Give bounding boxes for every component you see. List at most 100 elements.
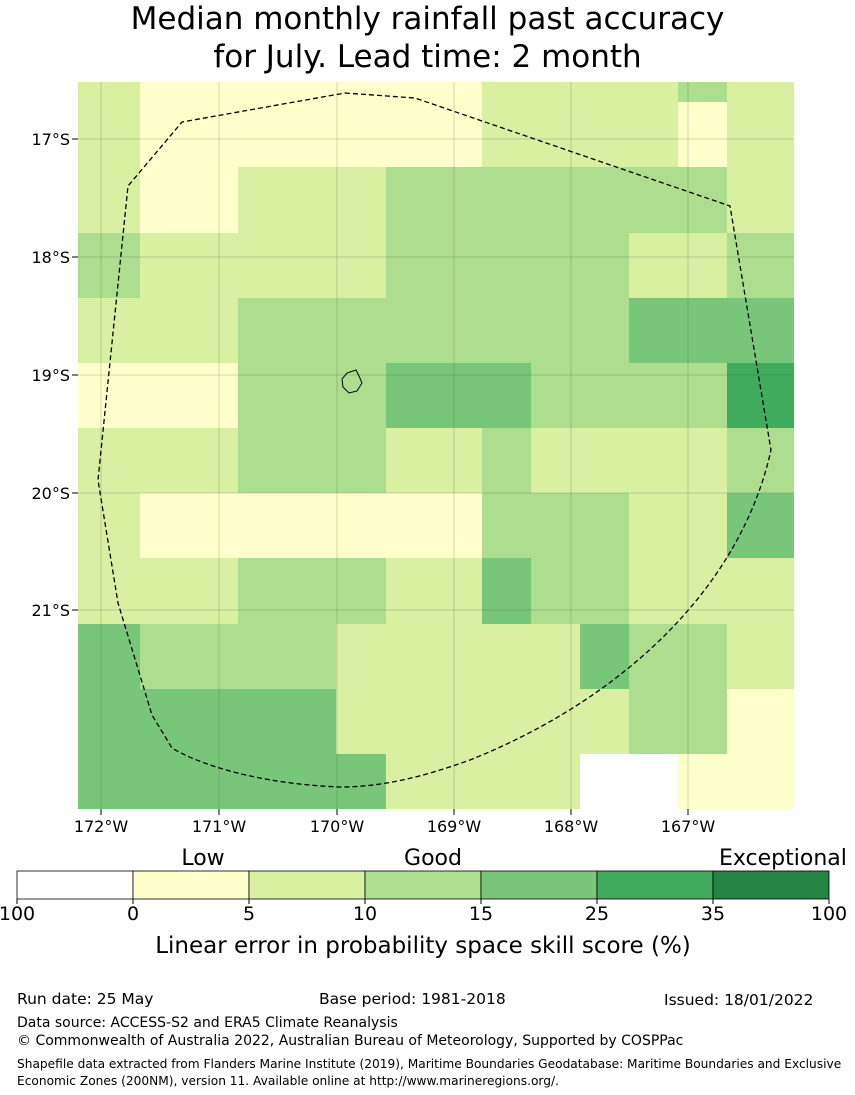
lat-tick-label: 19°S [31,366,70,385]
grid-cell [386,82,434,102]
grid-cell [78,233,140,298]
colorbar-segment [132,870,250,900]
grid-cell [580,82,629,102]
grid-cell [482,102,531,167]
eez-boundary [97,92,772,788]
grid-cell [531,298,580,363]
grid-cell [531,82,580,102]
legend-category: Good [404,846,462,871]
colorbar-segment [364,870,482,900]
grid-cell [140,298,238,363]
grid-cell [386,558,434,624]
grid-cell [140,754,238,809]
colorbar-ticks: 100 0 5 10 15 25 35 100 [0,899,847,925]
grid-cell [727,298,794,363]
grid-cell [140,233,238,298]
grid-cell [78,298,140,363]
grid-cell [482,167,531,233]
grid-cell [482,624,531,689]
grid-cell [434,493,482,558]
grid-cell [140,689,238,754]
grid-cell [482,754,531,809]
map-title: Median monthly rainfall past accuracy fo… [0,0,855,76]
grid-cell [386,298,434,363]
grid-cell [580,363,629,428]
grid-cell [629,298,678,363]
grid-cell [678,689,727,754]
grid-cell [238,298,336,363]
grid-cell [78,689,140,754]
grid-cell [629,493,678,558]
grid-cell [580,624,629,689]
lon-tick-label: 169°W [427,817,482,836]
grid-cell [531,493,580,558]
data-source: Data source: ACCESS-S2 and ERA5 Climate … [17,1015,398,1031]
grid-cell [434,102,482,167]
grid-cell [238,754,336,809]
grid-cell [336,298,386,363]
grid-cell [336,754,386,809]
grid-cell [727,167,794,233]
grid-cell [629,82,678,102]
grid-cell [629,754,678,809]
grid-cell [78,558,140,624]
shapefile-credit: Shapefile data extracted from Flanders M… [17,1057,842,1088]
lon-tick-label: 170°W [310,817,365,836]
grid-cell [531,363,580,428]
grid-cell [140,428,238,493]
island-outline [341,369,363,394]
grid-cell [678,624,727,689]
grid-cell [727,233,794,298]
grid-cell [78,102,140,167]
lat-tick-label: 18°S [31,248,70,267]
grid-cell [386,493,434,558]
lon-tick-label: 167°W [661,817,716,836]
longitude-labels: 172°W 171°W 170°W 169°W 168°W 167°W [74,809,716,836]
base-period: Base period: 1981-2018 [319,990,506,1008]
skill-grid [78,82,794,809]
grid-cell [629,167,678,233]
grid-cell [482,82,531,102]
grid-cell [531,102,580,167]
grid-cell [629,363,678,428]
grid-cell [629,624,678,689]
grid-cell [238,167,336,233]
grid-cell [434,167,482,233]
grid-cell [434,689,482,754]
colorbar-segment [712,870,830,900]
grid-cell [482,233,531,298]
grid-cell [678,428,727,493]
grid-cell [238,689,336,754]
grid-cell [727,558,794,624]
grid-cell [482,428,531,493]
grid-cell [434,558,482,624]
grid-cell [580,167,629,233]
grid-cell [336,102,386,167]
grid-cell [78,624,140,689]
grid-cell [238,82,336,102]
grid-cell [78,167,140,233]
grid-cell [531,689,580,754]
colorbar-tick-label: 100 [811,903,847,925]
grid-cell [434,298,482,363]
grid-cell [238,493,336,558]
grid-cell [727,754,794,809]
grid-cell [629,102,678,167]
colorbar-segment [480,870,598,900]
grid-cell [678,167,727,233]
grid-cell [238,233,336,298]
grid-cell [482,689,531,754]
lon-tick-label: 171°W [192,817,247,836]
grid-cell [434,363,482,428]
grid-cell [629,428,678,493]
grid-cell [531,233,580,298]
colorbar-tick-label: 15 [469,903,493,925]
grid-cell [678,493,727,558]
grid-cell [580,233,629,298]
title-line-2: for July. Lead time: 2 month [213,39,642,75]
grid-cell [531,167,580,233]
grid-cell [580,102,629,167]
colorbar-tick-label: 35 [701,903,725,925]
colorbar [16,870,830,900]
